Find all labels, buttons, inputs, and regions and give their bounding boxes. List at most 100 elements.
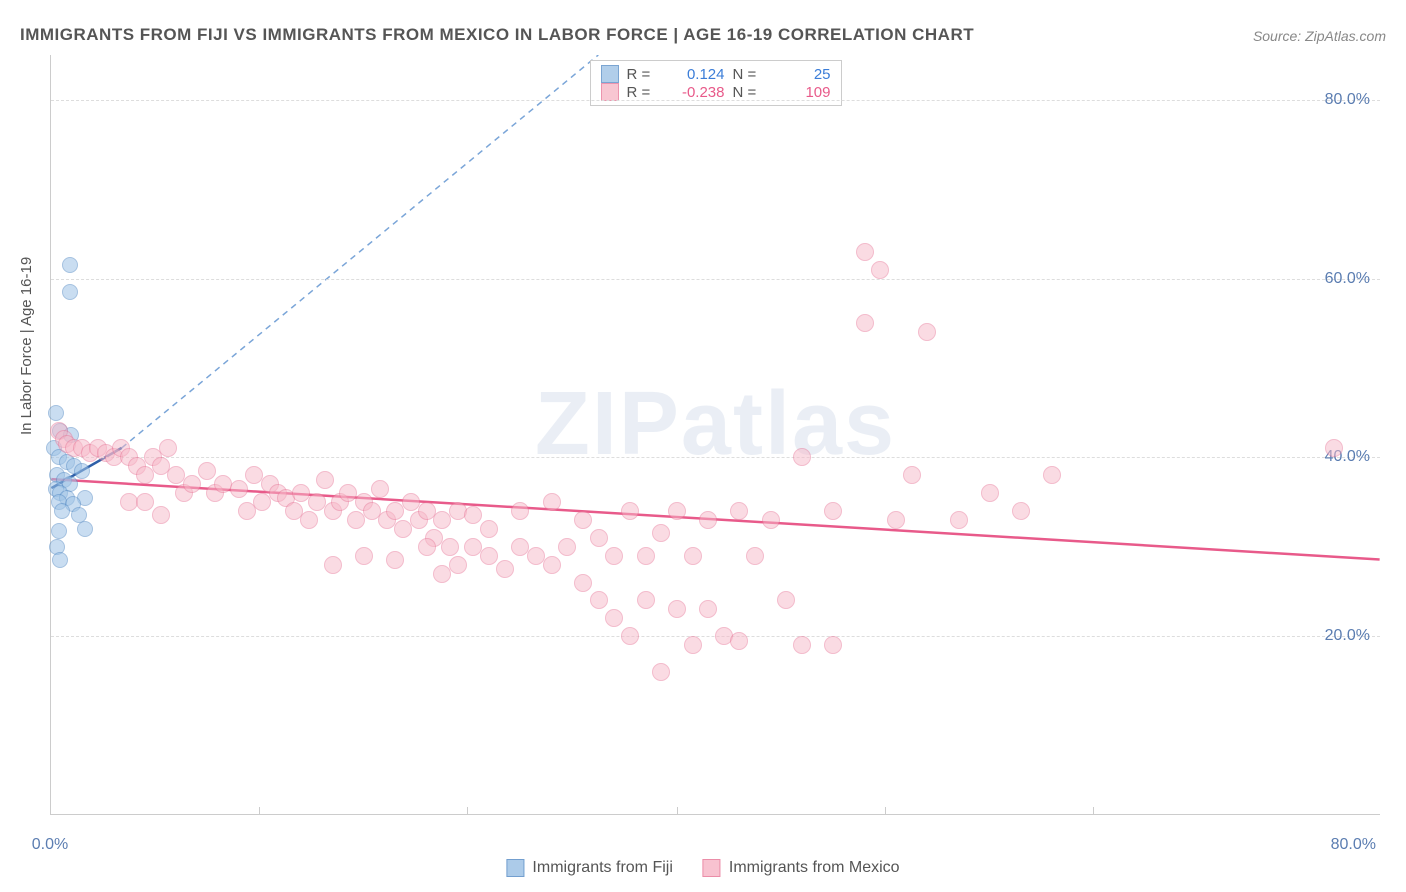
scatter-point (371, 480, 389, 498)
scatter-point (918, 323, 936, 341)
stat-r-label: R = (627, 66, 657, 83)
scatter-point (699, 600, 717, 618)
scatter-point (824, 636, 842, 654)
scatter-point (590, 529, 608, 547)
scatter-point (871, 261, 889, 279)
scatter-point (981, 484, 999, 502)
scatter-point (950, 511, 968, 529)
y-tick-label: 60.0% (1325, 270, 1370, 288)
scatter-point (449, 556, 467, 574)
scatter-point (480, 547, 498, 565)
gridline-horizontal (51, 279, 1380, 280)
legend-label: Immigrants from Fiji (532, 859, 672, 877)
scatter-point (54, 503, 70, 519)
scatter-point (652, 524, 670, 542)
scatter-point (856, 243, 874, 261)
scatter-point (746, 547, 764, 565)
scatter-point (824, 502, 842, 520)
scatter-point (1043, 466, 1061, 484)
scatter-point (668, 502, 686, 520)
scatter-point (386, 551, 404, 569)
gridline-horizontal (51, 457, 1380, 458)
scatter-point (1325, 439, 1343, 457)
legend-item: Immigrants from Fiji (506, 859, 672, 877)
scatter-point (793, 636, 811, 654)
scatter-point (48, 405, 64, 421)
stat-r-value: -0.238 (665, 84, 725, 101)
y-axis-label: In Labor Force | Age 16-19 (18, 257, 35, 435)
scatter-point (324, 556, 342, 574)
scatter-point (62, 284, 78, 300)
stat-n-label: N = (733, 66, 763, 83)
scatter-point (621, 627, 639, 645)
gridline-horizontal (51, 100, 1380, 101)
y-tick-label: 20.0% (1325, 627, 1370, 645)
scatter-point (183, 475, 201, 493)
chart-container: IMMIGRANTS FROM FIJI VS IMMIGRANTS FROM … (0, 0, 1406, 892)
series-swatch (601, 83, 619, 101)
x-tick-mark (259, 807, 260, 815)
x-tick-mark (885, 807, 886, 815)
scatter-point (558, 538, 576, 556)
scatter-point (699, 511, 717, 529)
x-tick-label-min: 0.0% (32, 836, 68, 854)
y-tick-label: 80.0% (1325, 91, 1370, 109)
scatter-point (74, 463, 90, 479)
trend-line (122, 55, 599, 448)
x-tick-mark (677, 807, 678, 815)
scatter-point (543, 493, 561, 511)
stat-r-value: 0.124 (665, 66, 725, 83)
legend-swatch (703, 859, 721, 877)
source-attribution: Source: ZipAtlas.com (1253, 28, 1386, 44)
scatter-point (316, 471, 334, 489)
scatter-point (77, 521, 93, 537)
scatter-point (856, 314, 874, 332)
scatter-point (668, 600, 686, 618)
scatter-point (684, 547, 702, 565)
scatter-point (441, 538, 459, 556)
scatter-point (887, 511, 905, 529)
scatter-point (1012, 502, 1030, 520)
chart-title: IMMIGRANTS FROM FIJI VS IMMIGRANTS FROM … (20, 25, 974, 45)
scatter-point (605, 547, 623, 565)
x-tick-label-max: 80.0% (1331, 836, 1376, 854)
stats-row: R =-0.238N =109 (601, 83, 831, 101)
stat-n-value: 109 (771, 84, 831, 101)
x-tick-mark (467, 807, 468, 815)
scatter-point (574, 511, 592, 529)
scatter-point (730, 502, 748, 520)
scatter-point (684, 636, 702, 654)
scatter-point (51, 523, 67, 539)
scatter-point (152, 506, 170, 524)
scatter-point (418, 538, 436, 556)
scatter-point (62, 257, 78, 273)
scatter-point (777, 591, 795, 609)
scatter-point (136, 493, 154, 511)
legend: Immigrants from Fiji Immigrants from Mexi… (506, 859, 899, 877)
scatter-point (605, 609, 623, 627)
scatter-point (621, 502, 639, 520)
scatter-point (198, 462, 216, 480)
scatter-point (496, 560, 514, 578)
plot-area: ZIPatlas R =0.124N =25R =-0.238N =109 20… (50, 55, 1380, 815)
stats-row: R = 0.124 N = 25 (601, 65, 831, 83)
series-swatch (601, 65, 619, 83)
scatter-point (52, 552, 68, 568)
x-tick-mark (1093, 807, 1094, 815)
scatter-point (637, 547, 655, 565)
scatter-point (543, 556, 561, 574)
scatter-point (637, 591, 655, 609)
scatter-point (574, 574, 592, 592)
scatter-point (480, 520, 498, 538)
scatter-point (652, 663, 670, 681)
scatter-point (230, 480, 248, 498)
scatter-point (464, 506, 482, 524)
scatter-point (762, 511, 780, 529)
scatter-point (730, 632, 748, 650)
trend-lines-layer (51, 55, 1380, 814)
legend-item: Immigrants from Mexico (703, 859, 900, 877)
stat-r-label: R = (627, 84, 657, 101)
scatter-point (793, 448, 811, 466)
stat-n-value: 25 (771, 66, 831, 83)
scatter-point (903, 466, 921, 484)
